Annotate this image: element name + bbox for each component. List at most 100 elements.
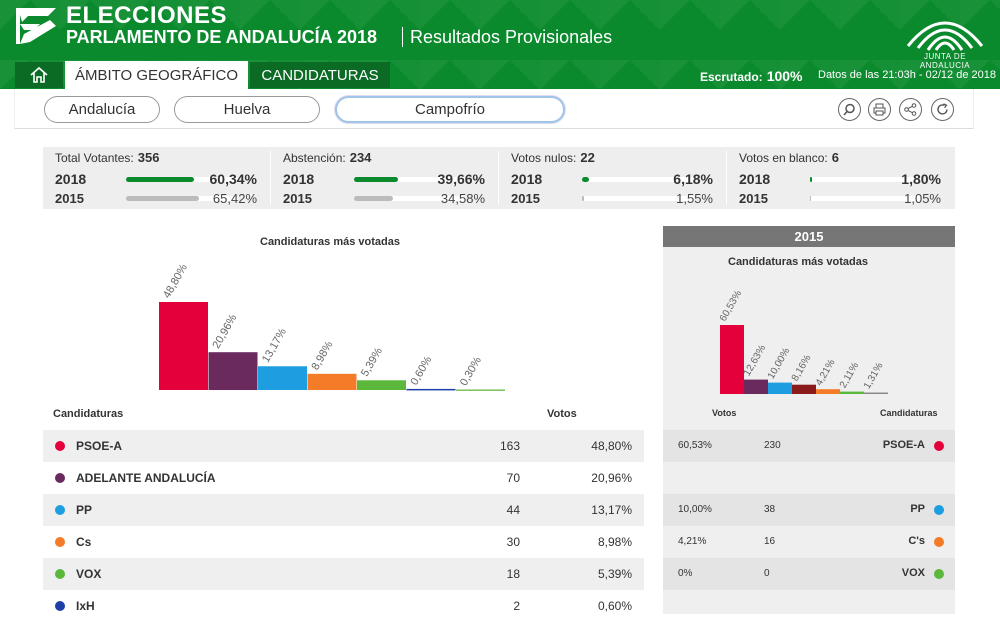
chart-bar[interactable] — [744, 379, 768, 394]
party-pct: 13,17% — [591, 503, 632, 517]
party-color-dot — [55, 473, 65, 483]
refresh-icon — [937, 103, 948, 115]
party-name: PP — [76, 503, 93, 517]
chart-bar[interactable] — [768, 382, 792, 394]
home-icon — [30, 66, 48, 83]
party-color-dot — [55, 441, 65, 451]
year-2018: 2018 — [55, 171, 87, 187]
chart-bar[interactable] — [792, 384, 816, 394]
junta-logo-text: JUNTA DE ANDALUCIA — [919, 52, 971, 70]
escrutado-value: 100% — [766, 68, 803, 84]
party-pct-2015: 60,53% — [678, 440, 712, 451]
chart-bar[interactable] — [864, 392, 888, 395]
app-title: ELECCIONES — [66, 2, 228, 29]
summary-divider — [726, 151, 727, 205]
party-votes: 30 — [506, 535, 520, 549]
party-votes: 163 — [499, 439, 520, 453]
party-color-dot — [55, 601, 65, 611]
table-row[interactable]: VOX 18 5,39% — [43, 558, 644, 590]
chart-bar[interactable] — [816, 389, 840, 394]
print-icon — [873, 103, 886, 116]
bar-2015 — [126, 196, 238, 201]
pct-2015: 1,05% — [904, 191, 941, 206]
chart-bar-label: 8,98% — [310, 339, 336, 372]
party-color-dot — [55, 569, 65, 579]
bar-2018 — [354, 177, 466, 182]
bar-2018 — [810, 177, 922, 182]
table-row[interactable]: IxH 2 0,60% — [43, 590, 644, 622]
summary-item: Abstención: 234 2018 39,66% 2015 34,58% — [271, 147, 497, 209]
bar-2018 — [582, 177, 694, 182]
party-pct-2015: 0% — [678, 568, 693, 579]
data-timestamp: Datos de las 21:03h - 02/12 de 2018 — [818, 69, 996, 81]
summary-label: Votos en blanco: 6 — [739, 150, 839, 165]
search-button[interactable] — [838, 98, 861, 121]
breadcrumb-campofrio[interactable]: Campofrío — [335, 96, 565, 123]
results-label: Resultados Provisionales — [410, 27, 613, 47]
table-row[interactable]: ADELANTE ANDALUCÍA 70 20,96% — [43, 462, 644, 494]
summary-item: Total Votantes: 356 2018 60,34% 2015 65,4… — [43, 147, 269, 209]
party-pct-2015: 4,21% — [678, 536, 707, 547]
table-row[interactable]: Cs 30 8,98% — [43, 526, 644, 558]
chart-bar[interactable] — [840, 391, 864, 394]
tab-ambito-geografico[interactable]: ÁMBITO GEOGRÁFICO — [65, 61, 248, 89]
col-candidaturas-2015: Candidaturas — [880, 408, 938, 418]
panel-2015-year: 2015 — [663, 226, 955, 247]
bar-2018-fill — [810, 177, 813, 182]
party-color-dot — [934, 537, 944, 547]
breadcrumb-huelva[interactable]: Huelva — [174, 96, 320, 123]
bar-2018-fill — [126, 177, 194, 182]
table-row[interactable]: PSOE-A 163 48,80% — [43, 430, 644, 462]
party-votes: 2 — [513, 599, 520, 613]
share-button[interactable] — [899, 98, 922, 121]
chart-bar[interactable] — [406, 388, 456, 391]
escrutado-status: Escrutado: 100% — [700, 68, 803, 84]
geo-selector-bar — [14, 89, 974, 129]
tab-candidaturas[interactable]: CANDIDATURAS — [250, 62, 390, 88]
year-2015: 2015 — [511, 191, 540, 206]
chart-bar-label: 5,39% — [359, 346, 385, 379]
table-row-2015 — [663, 462, 955, 494]
party-votes: 70 — [506, 471, 520, 485]
party-votes-2015: 0 — [764, 568, 770, 579]
chart-bar[interactable] — [357, 380, 406, 390]
chart-bar[interactable] — [208, 352, 258, 390]
party-pct: 5,39% — [597, 567, 632, 581]
bar-2015-fill — [126, 196, 200, 201]
chart-bar[interactable] — [258, 366, 307, 390]
refresh-button[interactable] — [931, 98, 954, 121]
chart-bar[interactable] — [307, 373, 357, 390]
print-button[interactable] — [868, 98, 891, 121]
table-row-2015: 0% 0 VOX — [663, 558, 955, 590]
bar-2018 — [126, 177, 238, 182]
chart-bar-label: 48,80% — [161, 262, 190, 300]
summary-label: Votos nulos: 22 — [511, 150, 595, 165]
bar-2015-fill — [582, 196, 584, 201]
bar-2018-fill — [354, 177, 399, 182]
table-row-2015: 10,00% 38 PP — [663, 494, 955, 526]
chart-bar-label: 4,21% — [814, 358, 838, 388]
pct-2015: 34,58% — [440, 191, 485, 206]
chart-bar-label: 10,00% — [766, 346, 793, 381]
share-icon — [904, 103, 917, 116]
party-color-dot — [55, 537, 65, 547]
breadcrumb-andalucia[interactable]: Andalucía — [44, 96, 160, 123]
chart-bar[interactable] — [456, 389, 505, 391]
summary-value: 356 — [137, 150, 160, 165]
elecciones-logo-icon — [16, 8, 56, 44]
chart-bar[interactable] — [159, 302, 208, 390]
summary-value: 22 — [580, 150, 595, 165]
chart-bar[interactable] — [720, 325, 744, 394]
col-candidaturas: Candidaturas — [53, 408, 124, 420]
party-name-2015: VOX — [901, 567, 925, 579]
home-button[interactable] — [15, 62, 63, 88]
col-votos-2015: Votos — [712, 408, 737, 418]
party-name: Cs — [76, 535, 92, 549]
party-name-2015: C's — [908, 535, 925, 547]
col-votos: Votos — [547, 408, 577, 420]
table-row-2015: 4,21% 16 C's — [663, 526, 955, 558]
year-2018: 2018 — [511, 171, 543, 187]
table-row[interactable]: PP 44 13,17% — [43, 494, 644, 526]
chart-bar-label: 0,30% — [458, 355, 484, 388]
bar-2015-fill — [354, 196, 393, 201]
